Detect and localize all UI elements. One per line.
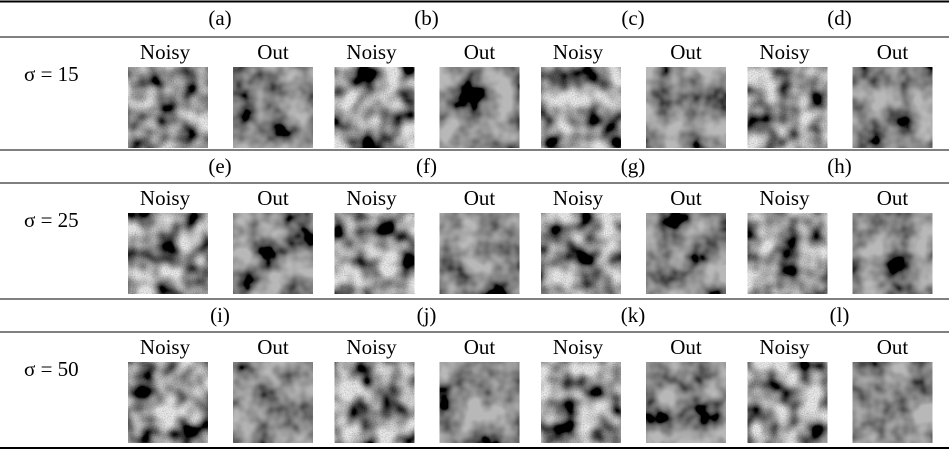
image-patch	[646, 213, 726, 294]
out-label: Out	[670, 40, 702, 64]
noisy-label: Noisy	[140, 335, 191, 359]
noisy-label: Noisy	[553, 40, 604, 64]
panel-label: (l)	[830, 303, 850, 327]
panel-label: (k)	[621, 303, 646, 327]
noisy-label: Noisy	[140, 186, 191, 210]
image-patch	[128, 213, 208, 294]
image-patch	[748, 213, 828, 294]
panel-label: (b)	[414, 6, 439, 30]
noisy-label: Noisy	[346, 40, 397, 64]
image-patch	[646, 362, 726, 443]
image-patch	[233, 213, 313, 294]
image-patch	[853, 67, 933, 148]
noisy-label: Noisy	[759, 186, 810, 210]
panel-label: (f)	[416, 154, 437, 178]
noisy-label: Noisy	[346, 186, 397, 210]
out-label: Out	[257, 40, 289, 64]
out-label: Out	[257, 335, 289, 359]
noisy-label: Noisy	[553, 186, 604, 210]
image-patch	[440, 67, 520, 148]
image-patch	[335, 67, 415, 148]
image-patch	[541, 67, 621, 148]
noisy-label: Noisy	[759, 40, 810, 64]
out-label: Out	[464, 186, 496, 210]
sigma-label: σ = 25	[24, 208, 79, 232]
noisy-label: Noisy	[759, 335, 810, 359]
image-patch	[440, 213, 520, 294]
image-patch	[853, 362, 933, 443]
panel-label: (h)	[827, 154, 852, 178]
noisy-label: Noisy	[346, 335, 397, 359]
image-patch	[440, 362, 520, 443]
image-patch	[541, 362, 621, 443]
out-label: Out	[670, 335, 702, 359]
out-label: Out	[670, 186, 702, 210]
out-label: Out	[257, 186, 289, 210]
image-patch	[128, 362, 208, 443]
sigma-label: σ = 50	[24, 357, 79, 381]
noisy-label: Noisy	[140, 40, 191, 64]
out-label: Out	[877, 335, 909, 359]
panel-label: (a)	[208, 6, 231, 30]
image-patch	[128, 67, 208, 148]
image-patch	[646, 67, 726, 148]
panel-label: (g)	[621, 154, 646, 178]
image-patch	[748, 67, 828, 148]
image-patch	[853, 213, 933, 294]
out-label: Out	[877, 40, 909, 64]
panel-label: (i)	[210, 303, 230, 327]
image-patch	[233, 362, 313, 443]
sigma-label: σ = 15	[24, 62, 79, 86]
out-label: Out	[877, 186, 909, 210]
out-label: Out	[464, 335, 496, 359]
image-patch	[233, 67, 313, 148]
panel-label: (j)	[417, 303, 437, 327]
out-label: Out	[464, 40, 496, 64]
noisy-label: Noisy	[553, 335, 604, 359]
image-patch	[335, 213, 415, 294]
panel-label: (c)	[621, 6, 644, 30]
image-patch	[335, 362, 415, 443]
image-patch	[748, 362, 828, 443]
panel-label: (d)	[827, 6, 852, 30]
image-patch	[541, 213, 621, 294]
panel-label: (e)	[208, 154, 231, 178]
figure: σ = 15 (a) Noisy Out (b) Noisy Out (c) Noisy Out (…	[0, 0, 949, 450]
